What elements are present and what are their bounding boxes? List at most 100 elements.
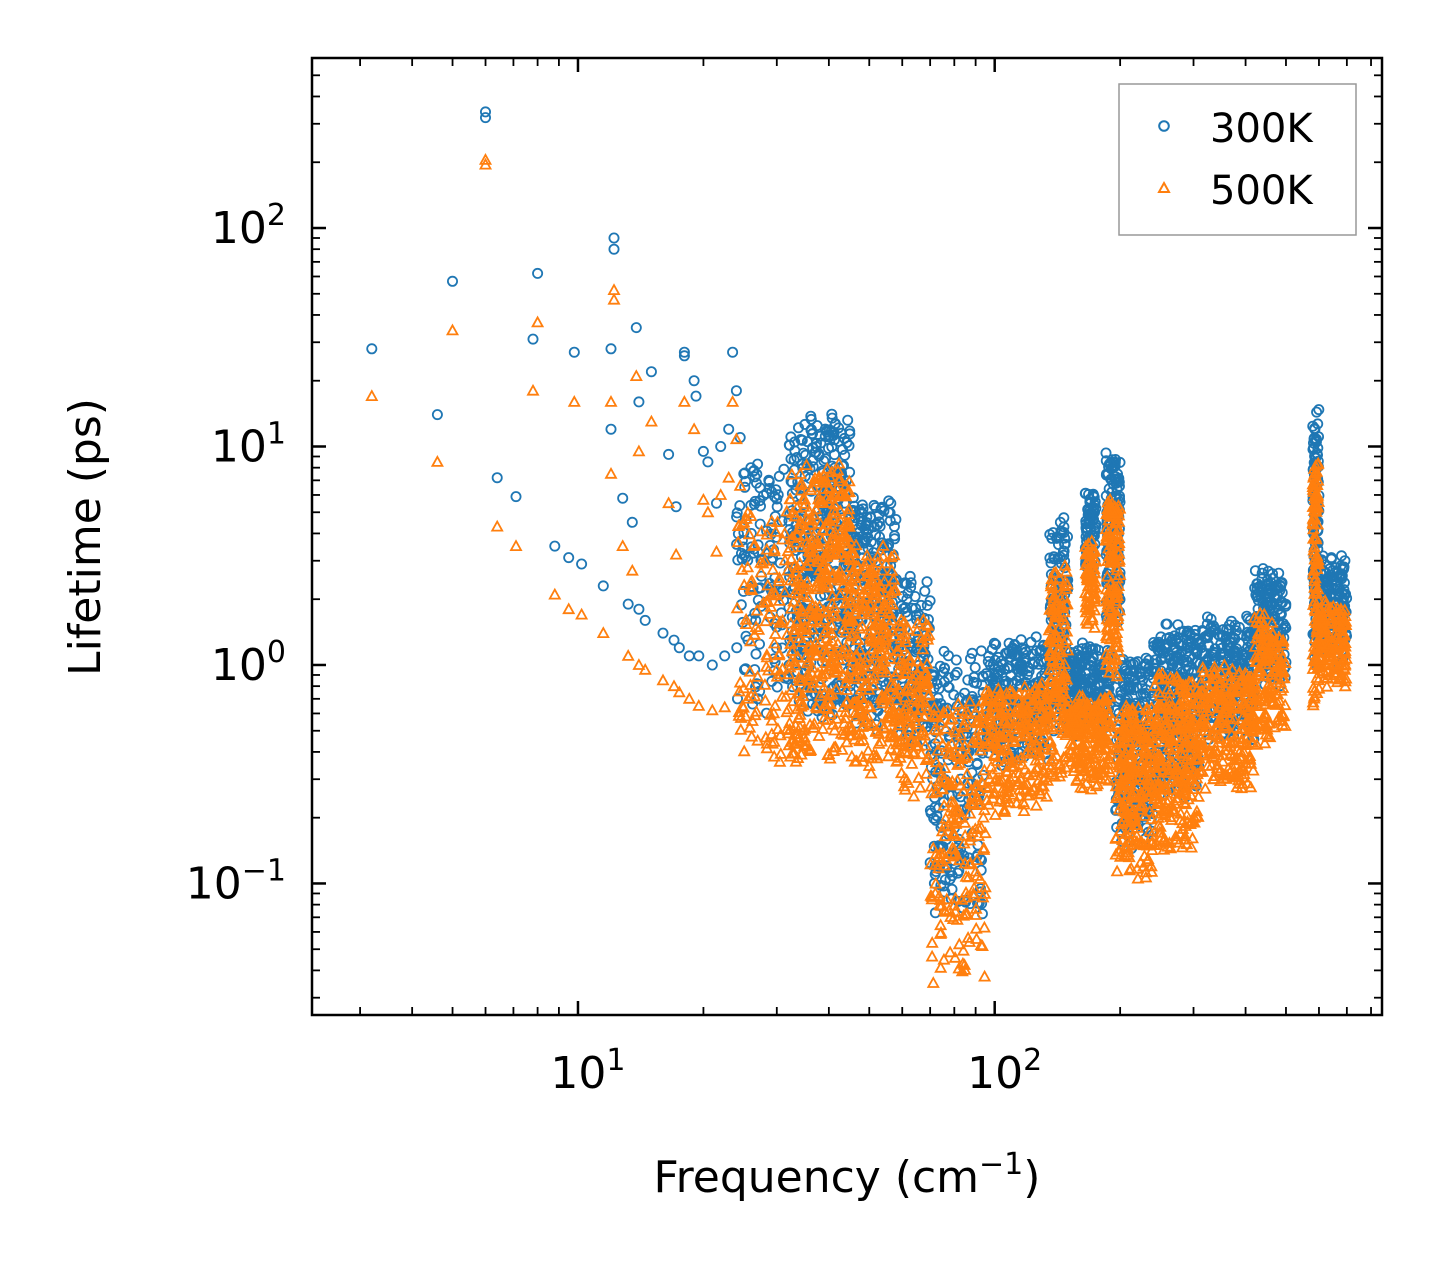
data-point — [829, 656, 843, 668]
data-point — [549, 540, 561, 552]
data-point — [1069, 666, 1081, 678]
data-point — [813, 576, 827, 589]
data-point — [831, 678, 843, 690]
data-point — [915, 599, 927, 611]
data-point — [1100, 455, 1112, 467]
data-point — [820, 605, 834, 618]
data-point — [816, 495, 830, 508]
data-point — [836, 427, 848, 439]
data-point — [820, 576, 835, 589]
data-point — [1044, 552, 1056, 564]
data-point — [805, 423, 817, 435]
data-point — [787, 594, 801, 607]
data-point — [760, 648, 774, 660]
data-point — [1170, 650, 1182, 662]
data-point — [718, 700, 732, 713]
data-point — [786, 694, 800, 707]
data-point — [741, 691, 755, 704]
data-point — [933, 683, 945, 695]
data-point — [1273, 567, 1285, 579]
data-point — [765, 727, 779, 739]
data-point — [796, 604, 810, 617]
data-point — [714, 488, 728, 500]
data-point — [1100, 447, 1112, 459]
data-point — [630, 322, 642, 334]
data-point — [1083, 518, 1095, 530]
data-point — [845, 627, 859, 640]
data-point — [1337, 593, 1349, 605]
data-point — [730, 601, 744, 614]
data-point — [825, 687, 839, 700]
data-point — [733, 479, 747, 491]
data-point — [760, 736, 774, 749]
data-point — [1094, 679, 1106, 691]
data-point — [491, 472, 503, 484]
data-point — [478, 153, 493, 165]
data-point — [731, 642, 743, 654]
data-point — [1030, 631, 1042, 643]
data-point — [952, 867, 964, 879]
data-point — [743, 720, 757, 733]
data-point — [1161, 640, 1173, 652]
data-point — [943, 682, 955, 694]
data-point — [1205, 623, 1217, 635]
data-point — [758, 677, 772, 690]
data-point — [562, 602, 576, 615]
data-point — [1224, 636, 1236, 648]
data-point — [861, 743, 875, 756]
data-point — [1110, 471, 1122, 483]
data-point — [445, 323, 460, 336]
data-point — [998, 663, 1010, 675]
data-point — [855, 750, 869, 762]
data-point — [1257, 563, 1269, 575]
data-point — [842, 601, 856, 614]
data-point — [800, 559, 814, 571]
data-point — [1309, 422, 1321, 434]
data-point — [575, 607, 589, 620]
data-point — [789, 565, 804, 578]
data-point — [809, 599, 823, 612]
data-point — [768, 698, 782, 711]
data-point — [810, 609, 824, 621]
data-point — [802, 544, 816, 556]
data-point — [1202, 611, 1214, 623]
data-point — [790, 500, 804, 513]
data-point — [844, 546, 858, 558]
data-point — [828, 427, 840, 439]
data-point — [722, 470, 736, 483]
data-point — [755, 524, 769, 537]
data-point — [479, 106, 491, 118]
data-point — [821, 482, 836, 494]
data-point — [739, 612, 753, 625]
data-point — [638, 662, 652, 675]
data-point — [633, 396, 645, 408]
data-point — [822, 514, 836, 527]
data-point — [820, 453, 832, 465]
data-point — [737, 681, 751, 694]
data-point — [744, 581, 758, 594]
data-point — [841, 507, 855, 520]
data-point — [849, 538, 863, 551]
data-point — [479, 112, 491, 124]
data-point — [1330, 562, 1342, 574]
data-point — [799, 522, 813, 535]
data-point — [925, 807, 937, 819]
data-point — [996, 658, 1008, 670]
data-point — [813, 517, 828, 529]
data-point — [768, 627, 782, 639]
data-point — [750, 614, 762, 626]
data-point — [965, 653, 977, 665]
data-point — [732, 693, 744, 705]
data-point — [617, 492, 629, 504]
data-point — [1175, 626, 1187, 638]
data-point — [864, 766, 878, 779]
data-point — [797, 499, 811, 512]
data-point — [744, 634, 758, 647]
data-point — [874, 520, 886, 532]
data-point — [971, 677, 983, 689]
data-point — [877, 574, 892, 587]
data-point — [1180, 647, 1192, 659]
data-point — [853, 669, 867, 682]
data-point — [771, 493, 783, 505]
data-point — [1276, 577, 1288, 589]
